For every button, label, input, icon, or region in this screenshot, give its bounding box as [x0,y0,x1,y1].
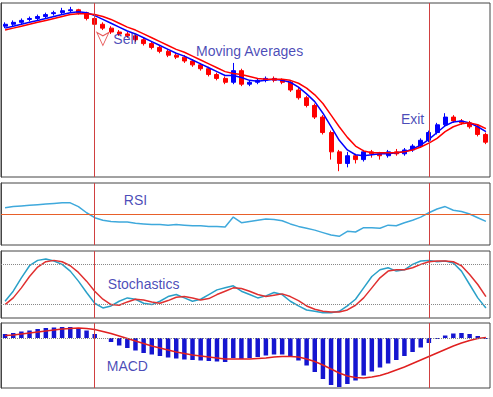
svg-text:Stochastics: Stochastics [108,276,180,292]
svg-text:Exit: Exit [401,111,424,127]
svg-text:Sell: Sell [113,31,136,47]
svg-text:MACD: MACD [107,358,148,374]
svg-text:RSI: RSI [124,192,147,208]
svg-text:Moving Averages: Moving Averages [196,43,303,59]
